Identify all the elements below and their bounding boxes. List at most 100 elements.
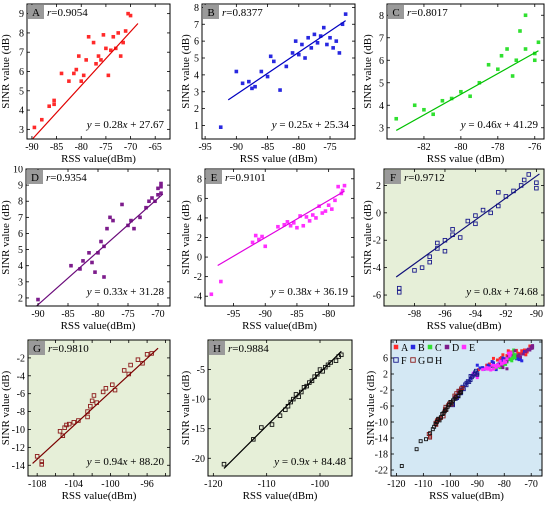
data-point-f (475, 371, 480, 376)
legend-marker-g (410, 357, 416, 363)
legend-marker-a (393, 344, 399, 350)
fit-equation: y = 0.9x + 84.48 (273, 456, 346, 468)
y-tick-label: -6 (17, 389, 25, 400)
data-point (149, 351, 154, 356)
y-tick-label: -18 (375, 450, 388, 461)
data-point-d (531, 344, 535, 348)
data-point (532, 58, 537, 63)
data-point (331, 46, 335, 50)
data-point (465, 218, 471, 224)
data-point (156, 192, 160, 197)
legend-label-g: G (418, 356, 425, 367)
data-layer (218, 12, 348, 129)
eq-x: x (307, 119, 313, 131)
y-tick-label: 5 (379, 78, 384, 89)
data-point (523, 13, 528, 18)
x-tick-label: -80 (91, 309, 104, 320)
x-tick-label: -90 (530, 309, 543, 320)
panel-letter-box (385, 170, 401, 184)
fit-line (36, 193, 164, 306)
legend-label-c: C (435, 343, 442, 354)
data-point (440, 98, 445, 103)
panel-combined: -120 -110 -100 -90 -80 -70 -22 -18 -14 -10 -6 -2 2 6 R… (362, 336, 550, 508)
data-point (100, 389, 106, 395)
data-point (396, 290, 402, 295)
data-point (268, 54, 273, 59)
data-point (147, 199, 151, 204)
y-tick-label: 4 (18, 261, 23, 272)
data-point (326, 203, 331, 208)
data-point (396, 285, 402, 291)
panel-svg: -90 -85 -80 -75 -70 -65 3 4 5 6 7 8 9 RSS value(dBm) S… (0, 3, 171, 165)
data-point (96, 54, 101, 58)
data-point (306, 35, 310, 40)
data-point (126, 11, 130, 16)
y-tick-label: 9 (19, 9, 24, 20)
data-point (342, 183, 347, 188)
data-point-d (513, 349, 517, 353)
data-point (85, 414, 90, 420)
data-point (81, 259, 85, 263)
data-point-e (490, 363, 494, 367)
data-point (140, 361, 145, 366)
x-axis-label: RSS value(dBm) (62, 490, 137, 502)
panel-b: -95 -90 -85 -80 -75 1 2 3 4 5 6 7 8 RSS value (dBm) SI… (180, 0, 360, 166)
data-point (52, 98, 56, 103)
y-axis-label: SINR value (dB) (0, 200, 12, 275)
y-tick-label: 4 (194, 70, 199, 81)
data-point-b (520, 359, 524, 363)
data-point (101, 33, 106, 37)
data-point (277, 413, 283, 418)
data-point (106, 73, 111, 78)
data-point-g (428, 435, 433, 440)
panel-svg: -98 -96 -94 -92 -90 -6 -4 -2 0 2 RSS value(dBm) SIN… (362, 168, 545, 332)
eq-x: x (304, 456, 310, 468)
panel-letter-box (388, 5, 404, 19)
panel-letter-box (27, 170, 43, 184)
panel-g: -108 -104 -100 -96 -14 -12 -10 -8 -6 -4 -2 RSS valu… (0, 336, 180, 508)
data-point (394, 116, 399, 121)
data-point (315, 41, 320, 45)
panel-f: -98 -96 -94 -92 -90 -6 -4 -2 0 2 RSS value(dBm) SIN… (362, 166, 550, 336)
panel-letter: A (32, 7, 40, 19)
data-point-h (459, 390, 464, 394)
data-point (473, 213, 478, 218)
data-point-e (502, 359, 506, 363)
data-point-h (418, 439, 423, 444)
data-point-d (521, 352, 525, 356)
data-point (102, 275, 106, 279)
data-point-a (516, 351, 520, 355)
y-tick-label: 10 (13, 166, 23, 176)
r-number: =0.9054 (51, 7, 88, 19)
x-axis-label: RSS value(dBm) (242, 320, 317, 332)
data-point (263, 244, 268, 249)
data-point (320, 211, 325, 215)
data-point (144, 352, 150, 357)
data-point (88, 403, 93, 409)
data-point-h (428, 431, 433, 436)
data-point-e (509, 351, 513, 355)
plot-frame (207, 339, 353, 477)
panel-letter: C (392, 7, 399, 19)
x-tick-label: -75 (121, 309, 134, 320)
eq-part: + 36.19 (312, 286, 349, 298)
data-point (221, 461, 227, 467)
y-tick-label: 3 (194, 87, 199, 98)
y-tick-label: 6 (383, 354, 388, 365)
x-tick-label: -90 (230, 142, 243, 153)
fit-line (395, 173, 540, 278)
data-point (301, 223, 306, 228)
plot-area (28, 340, 170, 476)
y-tick-label: 3 (379, 123, 384, 134)
panel-letter-box (203, 5, 219, 19)
eq-part: = 0.8 (474, 286, 497, 298)
y-tick-label: 6 (194, 37, 199, 48)
r-value: r=0.8377 (222, 7, 263, 19)
plot-area (387, 4, 544, 139)
r-value: r=0.9884 (228, 343, 269, 355)
y-tick-label: -20 (192, 454, 205, 465)
data-point (120, 202, 124, 207)
r-symbol: r (404, 172, 409, 184)
data-point (334, 39, 339, 43)
panel-svg: -120 -110 -100 -20 -15 -10 -5 RSS value(dBm) SIN… (180, 339, 353, 502)
